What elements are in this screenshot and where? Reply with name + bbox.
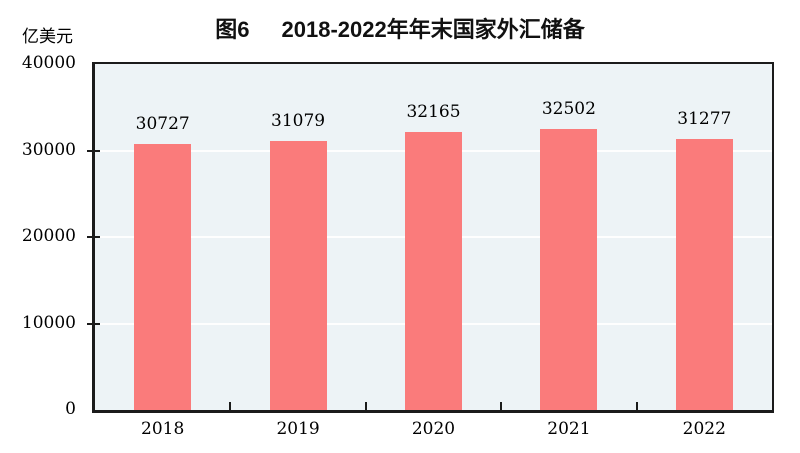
- y-axis-tick-mark: [87, 149, 100, 152]
- x-axis-tick-mark: [635, 402, 638, 410]
- x-axis-tick-mark: [364, 402, 367, 410]
- chart-title: 图6 2018-2022年年末国家外汇储备: [0, 12, 800, 44]
- bar-2021: [540, 128, 598, 410]
- x-tick-label: 2020: [411, 419, 456, 439]
- bar-2019: [269, 141, 327, 410]
- x-tick-label: 2021: [547, 419, 591, 439]
- bar-2018: [134, 144, 192, 410]
- y-axis-unit-label: 亿美元: [22, 27, 73, 47]
- bar-value-label: 31277: [677, 109, 732, 130]
- bar-2022: [675, 139, 733, 410]
- bar-value-label: 31079: [271, 111, 326, 132]
- y-axis-tick-mark: [87, 322, 100, 325]
- figure-number-label: 图6: [215, 17, 250, 42]
- y-tick-label: 30000: [21, 139, 76, 160]
- y-axis-tick-mark: [87, 236, 100, 238]
- y-tick-label: 10000: [21, 312, 76, 333]
- bar-value-label: 32502: [541, 98, 596, 119]
- x-tick-label: 2019: [276, 419, 320, 439]
- y-tick-label: 0: [65, 399, 76, 419]
- x-tick-label: 2022: [682, 419, 726, 439]
- bar-value-label: 32165: [406, 101, 461, 122]
- y-tick-label: 40000: [21, 53, 76, 73]
- plot-area: 30727 31079 32165 32502 31277: [87, 62, 774, 413]
- x-axis-tick-mark: [229, 402, 232, 410]
- x-tick-label: 2018: [141, 419, 185, 439]
- y-tick-label: 20000: [21, 226, 76, 246]
- x-axis-tick-mark: [500, 402, 503, 410]
- chart-title-text: 2018-2022年年末国家外汇储备: [281, 17, 585, 42]
- bar-value-label: 30727: [135, 114, 190, 135]
- bar-2020: [405, 131, 462, 410]
